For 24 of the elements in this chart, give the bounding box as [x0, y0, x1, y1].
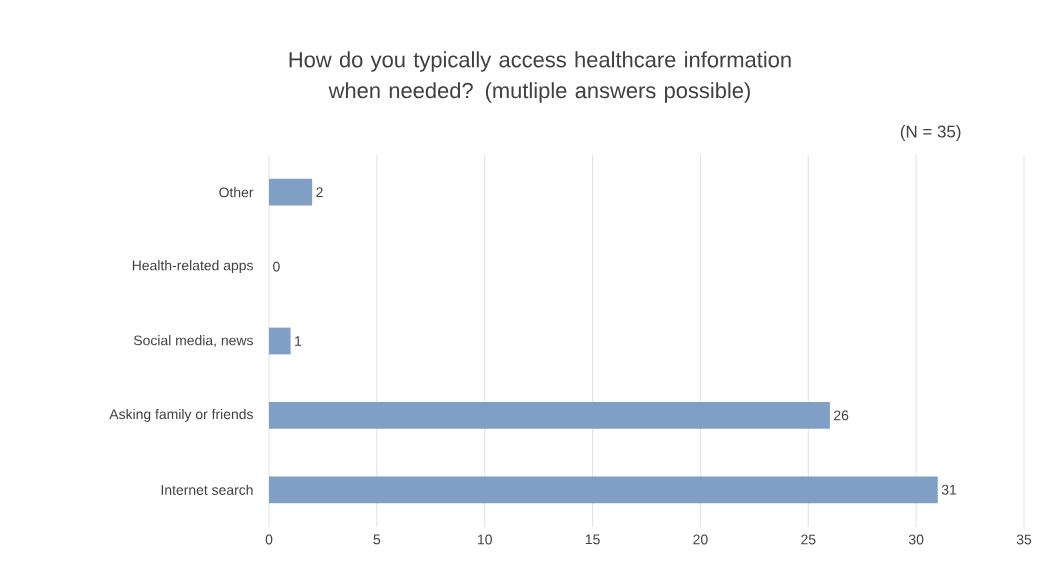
- text: (N = 35): [900, 125, 961, 141]
- data-label: 1: [295, 336, 302, 346]
- chart-title: How do you typically access healthcare information when needed? (mutliple answers possible): [289, 51, 791, 103]
- x-tick-label: 0: [265, 534, 273, 545]
- x-tick-label: 10: [478, 534, 492, 545]
- bar: [269, 476, 938, 504]
- y-tick-label: Other: [219, 187, 254, 198]
- x-tick-label: 5: [373, 534, 381, 545]
- data-label: 26: [834, 410, 849, 421]
- bar: [269, 402, 830, 429]
- data-label: 2: [316, 187, 323, 198]
- y-tick-label: Internet search: [161, 484, 253, 495]
- x-tick-label: 20: [693, 534, 708, 545]
- x-tick-label: 25: [801, 534, 816, 545]
- bar: [269, 178, 313, 206]
- data-label: 31: [941, 484, 957, 495]
- data-label: 0: [273, 261, 280, 272]
- x-tick-label: 15: [585, 534, 600, 545]
- y-tick-label: Social media, news: [133, 335, 253, 347]
- x-tick-label: 30: [908, 534, 924, 545]
- bar: [269, 327, 291, 355]
- y-tick-label: Health-related apps: [132, 260, 253, 274]
- x-tick-label: 35: [1016, 534, 1032, 545]
- y-tick-label: Asking family or friends: [109, 408, 253, 422]
